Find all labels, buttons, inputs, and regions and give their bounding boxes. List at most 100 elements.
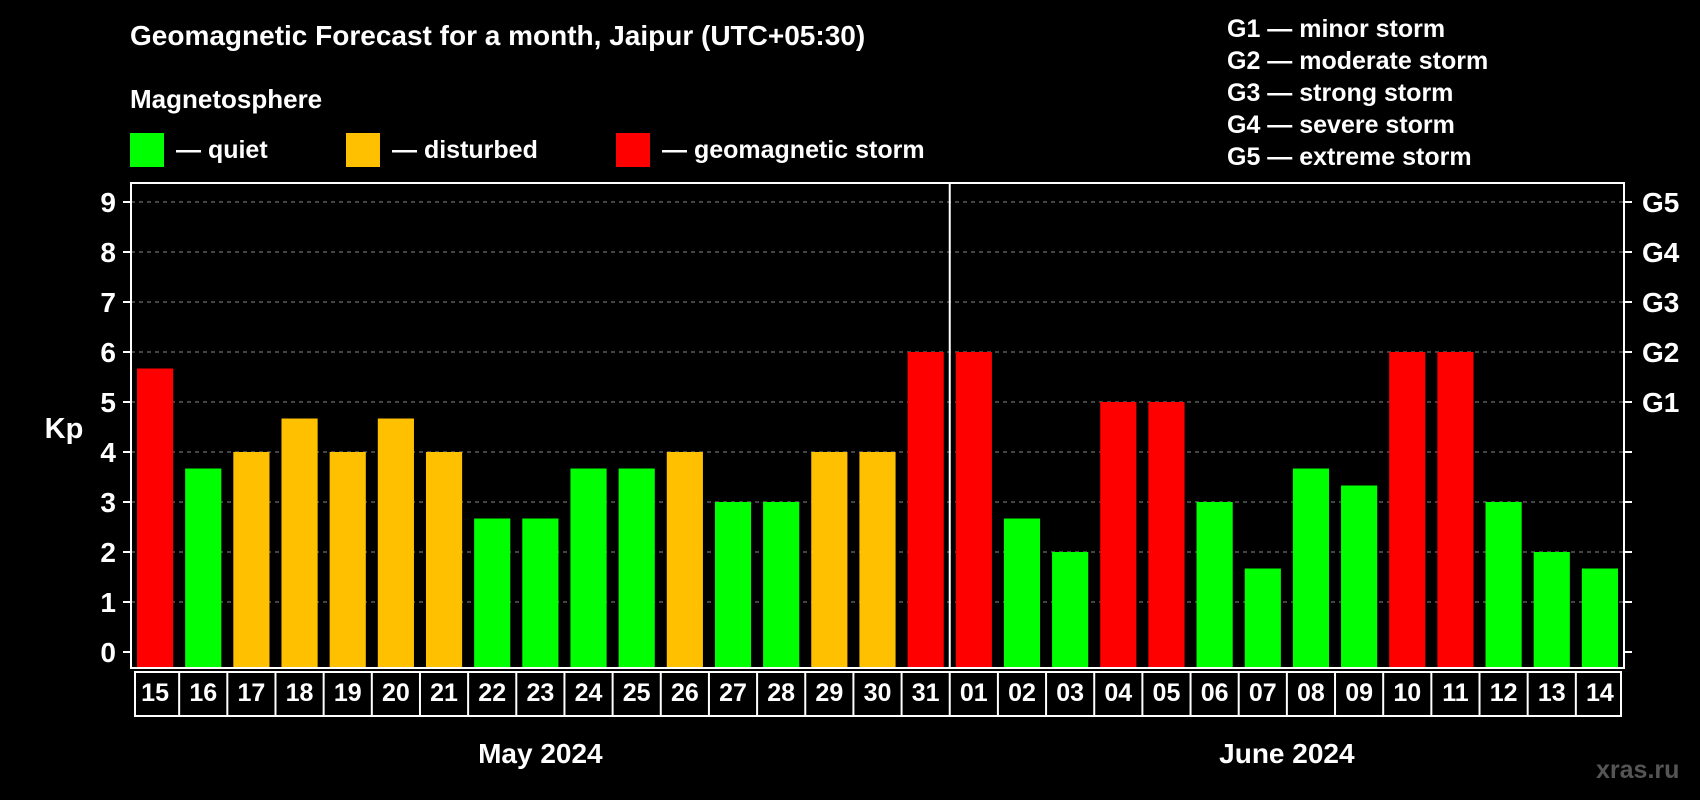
y-tick-label: 3 bbox=[100, 487, 116, 518]
y-tick-label: 9 bbox=[100, 187, 116, 218]
legend-subtitle: Magnetosphere bbox=[130, 84, 323, 114]
bar-15 bbox=[137, 368, 174, 668]
bar-19 bbox=[329, 452, 366, 668]
x-tick-label: 03 bbox=[1056, 679, 1084, 707]
month-label: May 2024 bbox=[478, 738, 603, 769]
y-tick-label: 4 bbox=[100, 437, 116, 468]
month-label: June 2024 bbox=[1219, 738, 1355, 769]
x-tick-label: 27 bbox=[719, 679, 747, 707]
bar-28 bbox=[763, 502, 800, 668]
bar-21 bbox=[425, 452, 463, 668]
x-tick-label: 16 bbox=[189, 679, 217, 707]
y-tick-label: 7 bbox=[100, 287, 116, 318]
bar-06 bbox=[1196, 502, 1233, 668]
bar-07 bbox=[1244, 568, 1281, 668]
x-tick-label: 12 bbox=[1490, 679, 1518, 707]
x-tick-label: 31 bbox=[912, 679, 940, 707]
x-tick-label: 30 bbox=[864, 679, 892, 707]
bar-05 bbox=[1148, 402, 1185, 668]
y-tick-label: 6 bbox=[100, 337, 116, 368]
x-tick-label: 08 bbox=[1297, 679, 1325, 707]
storm-scale-g1: G1 — minor storm bbox=[1227, 15, 1446, 43]
x-tick-label: 20 bbox=[382, 679, 410, 707]
storm-scale-g5: G5 — extreme storm bbox=[1227, 143, 1472, 171]
chart-title: Geomagnetic Forecast for a month, Jaipur… bbox=[130, 20, 866, 51]
x-tick-label: 14 bbox=[1586, 679, 1614, 707]
x-tick-label: 19 bbox=[334, 679, 362, 707]
storm-scale-g4: G4 — severe storm bbox=[1227, 111, 1455, 139]
legend-item-storm: — geomagnetic storm bbox=[616, 133, 925, 167]
y-tick-label: 0 bbox=[100, 637, 116, 668]
right-axis-label: G5 bbox=[1642, 187, 1679, 218]
bar-31 bbox=[907, 352, 944, 668]
x-tick-label: 06 bbox=[1201, 679, 1229, 707]
x-tick-label: 29 bbox=[815, 679, 843, 707]
bar-20 bbox=[377, 418, 414, 668]
x-tick-label: 15 bbox=[141, 679, 169, 707]
x-tick-label: 10 bbox=[1393, 679, 1421, 707]
legend-label-storm: — geomagnetic storm bbox=[662, 135, 925, 164]
bar-23 bbox=[522, 518, 559, 668]
right-axis-label: G4 bbox=[1642, 237, 1680, 268]
bar-11 bbox=[1437, 352, 1474, 668]
bar-22 bbox=[474, 518, 511, 668]
x-tick-label: 17 bbox=[237, 679, 265, 707]
x-tick-label: 23 bbox=[526, 679, 554, 707]
legend-swatch-quiet bbox=[130, 133, 164, 167]
bar-27 bbox=[714, 502, 752, 668]
bar-03 bbox=[1052, 552, 1089, 668]
x-tick-label: 09 bbox=[1345, 679, 1373, 707]
plot-frame bbox=[130, 182, 1625, 669]
right-axis-label: G2 bbox=[1642, 337, 1679, 368]
bar-12 bbox=[1485, 502, 1522, 668]
x-tick-label: 02 bbox=[1008, 679, 1036, 707]
y-tick-label: 8 bbox=[100, 237, 116, 268]
y-tick-label: 5 bbox=[100, 387, 116, 418]
x-tick-label: 24 bbox=[575, 679, 603, 707]
legend-label-quiet: — quiet bbox=[176, 135, 268, 164]
x-tick-label: 07 bbox=[1249, 679, 1277, 707]
bar-09 bbox=[1341, 485, 1378, 668]
x-tick-label: 28 bbox=[767, 679, 795, 707]
storm-scale-g3: G3 — strong storm bbox=[1227, 79, 1454, 107]
bar-30 bbox=[859, 452, 896, 668]
x-tick-label: 13 bbox=[1538, 679, 1566, 707]
x-tick-label: 21 bbox=[430, 679, 458, 707]
right-axis-label: G1 bbox=[1642, 387, 1679, 418]
storm-scale-g2: G2 — moderate storm bbox=[1227, 47, 1489, 75]
bar-01 bbox=[955, 352, 992, 668]
legend-item-quiet: — quiet bbox=[130, 133, 268, 167]
storm-scale-legend: G1 — minor storm G2 — moderate storm G3 … bbox=[1227, 13, 1488, 173]
x-tick-label: 11 bbox=[1442, 679, 1469, 707]
bar-17 bbox=[233, 452, 270, 668]
bar-26 bbox=[666, 452, 703, 668]
bar-04 bbox=[1100, 402, 1137, 668]
x-tick-label: 01 bbox=[960, 679, 988, 707]
bar-16 bbox=[185, 468, 222, 668]
bar-08 bbox=[1292, 468, 1330, 668]
x-tick-label: 26 bbox=[671, 679, 699, 707]
x-tick-label: 22 bbox=[478, 679, 506, 707]
bar-18 bbox=[281, 418, 318, 668]
bar-10 bbox=[1389, 352, 1426, 668]
bar-14 bbox=[1581, 568, 1618, 668]
watermark: xras.ru bbox=[1596, 756, 1680, 784]
bar-13 bbox=[1533, 552, 1570, 668]
bar-02 bbox=[1003, 518, 1041, 668]
legend-swatch-storm bbox=[616, 133, 650, 167]
bar-29 bbox=[811, 452, 848, 668]
x-tick-label: 05 bbox=[1153, 679, 1181, 707]
y-tick-label: 1 bbox=[100, 587, 116, 618]
x-tick-label: 25 bbox=[623, 679, 651, 707]
legend-item-disturbed: — disturbed bbox=[346, 133, 538, 167]
y-tick-label: 2 bbox=[100, 537, 116, 568]
bar-25 bbox=[618, 468, 655, 668]
x-tick-label: 18 bbox=[286, 679, 314, 707]
bar-24 bbox=[570, 468, 607, 668]
date-row-frame bbox=[134, 671, 1622, 717]
legend-label-disturbed: — disturbed bbox=[392, 135, 538, 164]
legend-swatch-disturbed bbox=[346, 133, 380, 167]
y-axis-label: Kp bbox=[45, 413, 84, 445]
x-tick-label: 04 bbox=[1104, 679, 1132, 707]
